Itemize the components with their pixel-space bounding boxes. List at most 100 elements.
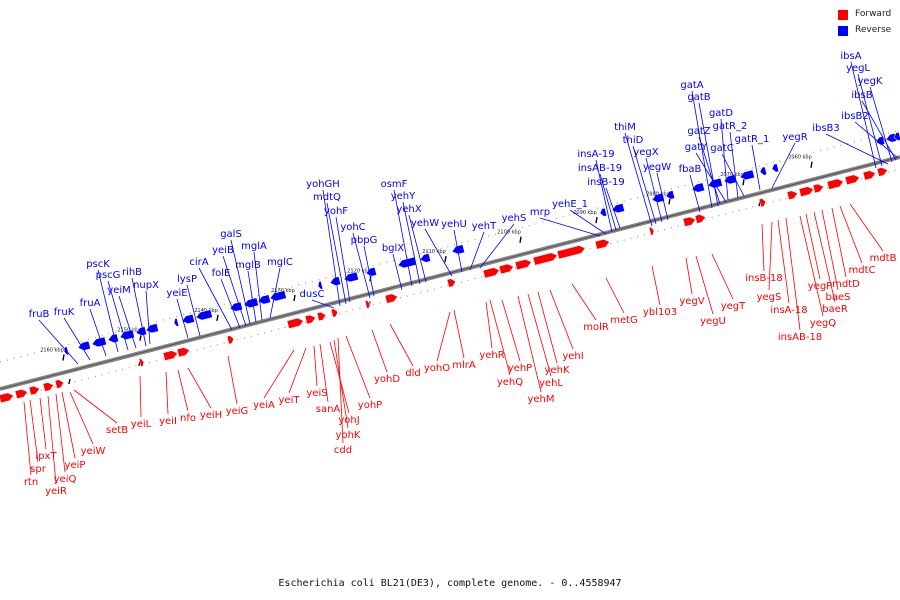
reverse-gene-label-gatr-2: gatR_2 [713, 121, 748, 132]
legend: Forward Reverse [838, 8, 900, 42]
reverse-leader-gata [691, 90, 713, 209]
forward-gene-arrow-1 [14, 388, 29, 400]
reverse-gene-arrow-1 [91, 336, 107, 348]
forward-gene-arrow-9-body [304, 314, 317, 325]
reverse-leader-nupx [145, 290, 151, 345]
forward-gene-label-yeip: yeiP [65, 460, 86, 471]
reverse-leader-yehu [453, 229, 463, 273]
forward-leader-mdtc [839, 205, 863, 264]
reverse-gene-label-gatb: gatB [687, 92, 710, 103]
forward-gene-label-yeis: yeiS [306, 388, 327, 399]
tick-label-6: 2120 kbp [347, 268, 371, 274]
forward-leader-yeih [187, 367, 212, 409]
forward-leader-yegv [685, 257, 693, 295]
forward-leader-insab-18 [785, 217, 801, 331]
reverse-leader-fbab [689, 174, 701, 213]
forward-gene-arrow-26 [812, 183, 825, 194]
forward-leader-yeir [47, 395, 57, 485]
reverse-gene-arrow-2 [107, 333, 119, 344]
forward-leader-yeiw [69, 391, 94, 445]
reverse-leader-frub [38, 319, 79, 365]
forward-leader-sana [319, 343, 329, 403]
legend-reverse-label: Reverse [855, 25, 892, 35]
reverse-gene-label-lysp: lysP [177, 274, 197, 285]
forward-gene-label-yehr: yehR [479, 350, 504, 361]
reverse-gene-arrow-30 [893, 131, 900, 141]
reverse-leader-gatc [721, 153, 745, 197]
forward-gene-label-insb-18: insB-18 [745, 273, 783, 284]
forward-gene-arrow-32 [364, 300, 371, 309]
forward-leader-yeit [288, 347, 307, 394]
reverse-gene-label-osmf: osmF [381, 179, 408, 190]
tick-mark-2 [668, 198, 671, 205]
reverse-gene-label-mdtq: mdtQ [313, 192, 341, 203]
forward-gene-arrow-25 [798, 186, 814, 197]
reverse-leader-insab-19 [599, 173, 617, 231]
forward-leader-yegu [695, 255, 714, 315]
forward-gene-label-yeiw: yeiW [81, 446, 106, 457]
reverse-gene-label-ibsb2: ibsB2 [841, 111, 869, 122]
reverse-gene-label-ibsb3: ibsB3 [812, 123, 840, 134]
forward-gene-arrow-24-body [786, 190, 799, 201]
forward-gene-label-yeih: yeiH [200, 410, 222, 421]
reverse-leader-bglx [392, 253, 403, 291]
forward-gene-arrow-27-body [826, 178, 844, 190]
forward-gene-arrow-7 [226, 335, 235, 345]
forward-guide-line [0, 168, 900, 402]
forward-leader-yeip [61, 391, 76, 459]
forward-gene-label-yehi: yehI [562, 351, 583, 362]
forward-gene-arrow-13-body [446, 278, 457, 288]
forward-gene-arrow-4-body [54, 379, 65, 389]
legend-forward-swatch [838, 10, 848, 20]
forward-gene-arrow-16-body [514, 259, 532, 271]
forward-gene-label-yoho: yohO [424, 363, 450, 374]
reverse-gene-arrow-0 [77, 340, 91, 351]
forward-leader-cdd [337, 337, 344, 444]
reverse-gene-label-rihb: rihB [122, 267, 142, 278]
reverse-gene-label-yegk: yegK [858, 76, 883, 87]
forward-gene-label-yohj: yohJ [338, 415, 359, 426]
forward-gene-label-dld: dld [405, 368, 420, 379]
reverse-gene-label-yehs: yehS [502, 213, 527, 224]
forward-gene-label-setb: setB [106, 425, 128, 436]
forward-gene-arrow-8 [286, 317, 304, 329]
reverse-gene-arrow-20-body [651, 192, 665, 203]
reverse-gene-arrow-30-body [893, 131, 900, 141]
legend-forward-label: Forward [855, 9, 892, 19]
forward-gene-label-nfo: nfo [180, 413, 196, 424]
reverse-leader-fruk [63, 317, 91, 361]
forward-gene-arrow-11 [330, 308, 339, 318]
forward-leader-yeig [227, 355, 238, 405]
forward-gene-arrow-20 [648, 226, 655, 236]
reverse-gene-arrow-20 [651, 192, 665, 203]
tick-mark-1 [742, 179, 745, 186]
forward-leader-molr [571, 283, 597, 321]
reverse-guide-line [0, 129, 900, 363]
forward-gene-arrow-3-body [42, 382, 55, 392]
forward-gene-arrow-9 [304, 314, 317, 325]
tick-label-10: 2160 kbp [40, 348, 64, 354]
forward-leader-rtn [23, 401, 32, 476]
reverse-gene-arrow-25-body [739, 169, 755, 181]
reverse-leader-gatr-1 [751, 144, 761, 191]
forward-leader-spr [29, 399, 39, 463]
forward-gene-arrow-1-body [14, 388, 29, 400]
forward-gene-label-mdtc: mdtC [849, 265, 876, 276]
reverse-gene-arrow-4-body [135, 326, 147, 336]
reverse-gene-arrow-28-body [875, 136, 886, 146]
forward-leader-metg [605, 277, 625, 314]
reverse-leader-yehy [402, 201, 421, 285]
reverse-gene-arrow-10-body [257, 294, 271, 305]
reverse-gene-label-ibsa: ibsA [840, 51, 861, 62]
forward-gene-label-yeir: yeiR [45, 486, 67, 497]
forward-gene-label-yehk: yehK [545, 365, 570, 376]
forward-leader-dld [389, 323, 414, 367]
forward-leader-yegt [711, 253, 734, 300]
forward-leader-yeia [263, 349, 295, 399]
reverse-leader-mrp [539, 217, 601, 237]
forward-gene-arrow-12-body [384, 293, 399, 304]
reverse-gene-label-yeht: yehT [472, 221, 497, 232]
forward-gene-arrow-18 [556, 245, 586, 260]
reverse-gene-arrow-16 [419, 253, 431, 263]
forward-gene-label-yeig: yeiG [226, 406, 249, 417]
